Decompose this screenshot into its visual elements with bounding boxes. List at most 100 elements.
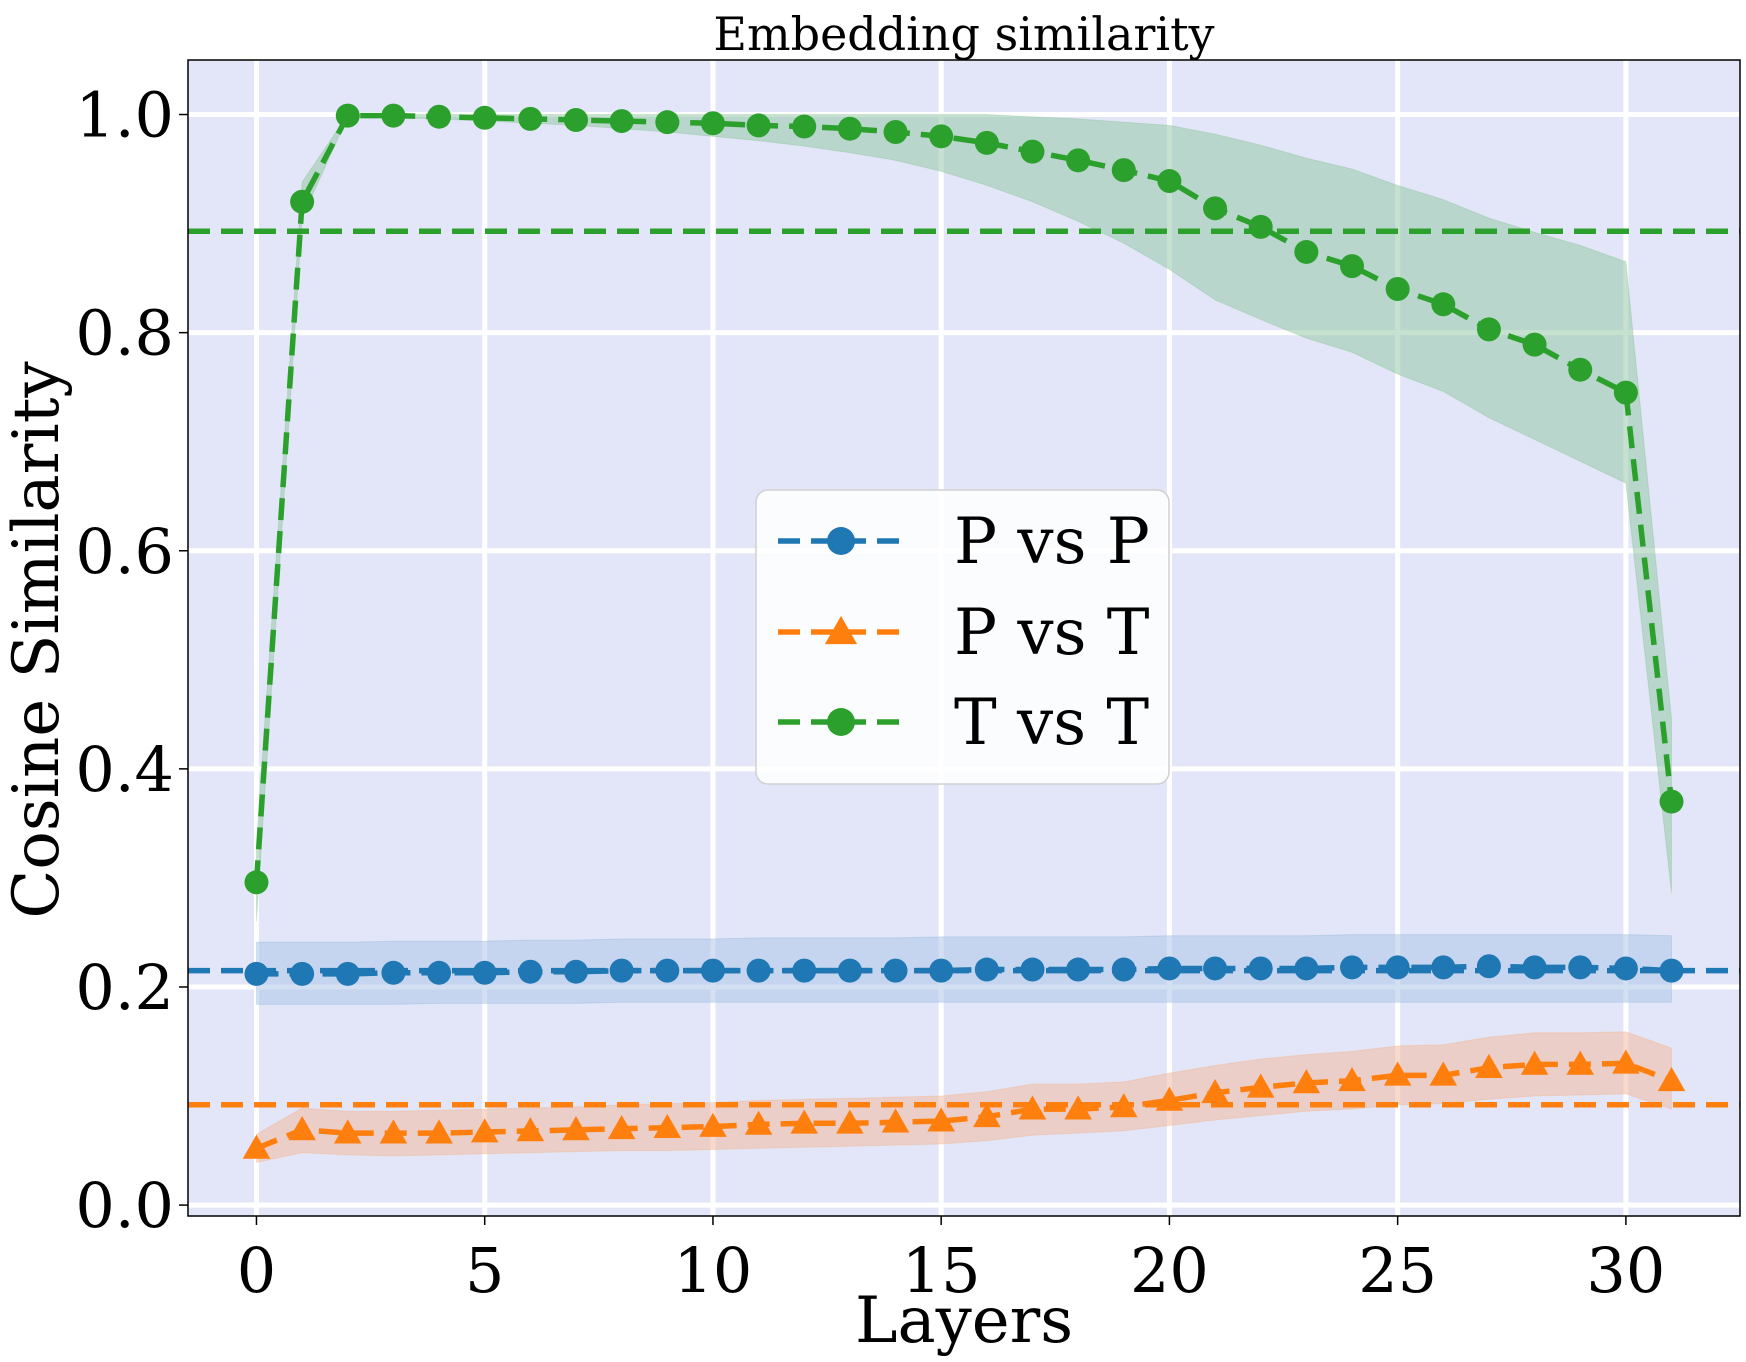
p-vs-p-point bbox=[564, 959, 588, 984]
p-vs-p-point bbox=[974, 957, 999, 982]
y-tick-label: 0.0 bbox=[75, 1169, 174, 1242]
t-vs-t-point bbox=[1157, 169, 1182, 194]
p-vs-p-point bbox=[1385, 955, 1410, 980]
p-vs-p-point bbox=[518, 959, 543, 984]
x-tick-label: 15 bbox=[902, 1234, 981, 1307]
t-vs-t-series bbox=[244, 103, 1684, 895]
t-vs-t-point bbox=[1568, 357, 1593, 382]
t-vs-t-band bbox=[255, 114, 1673, 922]
t-vs-t-point bbox=[1476, 317, 1501, 342]
t-vs-t-point bbox=[290, 189, 315, 214]
legend-box bbox=[755, 489, 1170, 785]
x-axis-label: Layers bbox=[855, 1284, 1073, 1358]
p-vs-t-point bbox=[653, 1113, 682, 1139]
p-vs-p-point bbox=[1066, 957, 1091, 982]
p-vs-p-point bbox=[609, 958, 634, 983]
p-vs-t-point bbox=[699, 1112, 727, 1137]
plot-frame bbox=[187, 59, 1741, 1217]
p-vs-p-point bbox=[1659, 958, 1684, 983]
y-tick-label: 0.8 bbox=[75, 297, 174, 370]
p-vs-p-point bbox=[1294, 956, 1319, 981]
p-vs-p-point bbox=[929, 958, 954, 983]
p-vs-p-point bbox=[883, 958, 908, 983]
t-vs-t-point bbox=[1613, 380, 1638, 405]
chart-title: Embedding similarity bbox=[713, 7, 1214, 61]
p-vs-t-point bbox=[607, 1114, 636, 1140]
x-tick-label: 20 bbox=[1130, 1234, 1209, 1307]
t-vs-t-point bbox=[655, 110, 680, 135]
x-tick-label: 10 bbox=[673, 1234, 752, 1307]
t-vs-t-point bbox=[1522, 332, 1547, 357]
x-tick-label: 0 bbox=[237, 1234, 276, 1307]
t-vs-t-point bbox=[1066, 148, 1091, 173]
x-tick-label: 5 bbox=[465, 1234, 504, 1307]
p-vs-p-point bbox=[1020, 957, 1045, 982]
p-vs-t-point bbox=[790, 1109, 819, 1134]
y-tick-label: 0.6 bbox=[75, 515, 174, 588]
p-vs-t-point bbox=[1155, 1086, 1184, 1111]
t-vs-t-point bbox=[1111, 158, 1136, 183]
p-vs-t-point bbox=[288, 1116, 316, 1141]
p-vs-t-point bbox=[516, 1117, 545, 1142]
t-vs-t-point bbox=[518, 106, 543, 131]
p-vs-t-point bbox=[1383, 1061, 1412, 1086]
p-vs-t-point bbox=[1292, 1069, 1321, 1094]
legend-label-p-vs-t: P vs T bbox=[954, 596, 1150, 670]
y-tick-label: 0.4 bbox=[75, 733, 174, 806]
t-vs-t-point bbox=[381, 103, 406, 128]
p-vs-p-point bbox=[1203, 956, 1228, 981]
p-vs-t-point bbox=[379, 1119, 408, 1144]
p-vs-p-point bbox=[427, 960, 452, 985]
p-vs-t-point bbox=[425, 1119, 453, 1144]
p-vs-p-point bbox=[746, 958, 771, 983]
t-vs-t-point bbox=[974, 130, 999, 155]
p-vs-t-point bbox=[1018, 1095, 1047, 1120]
p-vs-p-point bbox=[1476, 954, 1501, 979]
p-vs-p-point bbox=[244, 961, 269, 986]
p-vs-t-point bbox=[242, 1134, 271, 1159]
p-vs-t-point bbox=[1064, 1095, 1092, 1120]
p-vs-p-point bbox=[837, 958, 862, 983]
t-vs-t-point bbox=[472, 105, 497, 130]
p-vs-t-point bbox=[1566, 1050, 1595, 1075]
t-vs-t-point bbox=[792, 114, 817, 139]
p-vs-t-band bbox=[255, 1031, 1673, 1164]
legend-label-p-vs-p: P vs P bbox=[954, 505, 1150, 579]
t-vs-t-point bbox=[564, 107, 588, 132]
p-vs-p-point bbox=[1431, 955, 1456, 980]
t-vs-t-point bbox=[700, 111, 725, 136]
p-vs-p-point bbox=[335, 961, 360, 986]
p-vs-t-point bbox=[881, 1108, 910, 1133]
t-vs-t-point bbox=[244, 870, 269, 895]
p-vs-p-point bbox=[1522, 955, 1547, 980]
t-vs-t-point bbox=[883, 119, 908, 144]
p-vs-p-point bbox=[472, 960, 497, 985]
p-vs-t-point bbox=[562, 1116, 590, 1141]
p-vs-t-point bbox=[333, 1119, 362, 1144]
t-vs-t-point bbox=[1659, 789, 1684, 814]
t-vs-t-point bbox=[837, 116, 862, 141]
x-axis-ticks: 0 5 10 15 20 25 30 bbox=[237, 1216, 1665, 1307]
t-vs-t-point bbox=[1340, 254, 1364, 279]
p-vs-p-point bbox=[1613, 956, 1638, 981]
p-vs-t-point bbox=[470, 1118, 499, 1143]
p-vs-t-point bbox=[1657, 1066, 1686, 1092]
t-vs-t-point bbox=[1431, 292, 1456, 317]
p-vs-t-point bbox=[1338, 1066, 1366, 1092]
series-lines bbox=[242, 103, 1686, 1159]
t-vs-t-point bbox=[1248, 214, 1273, 239]
t-vs-t-point bbox=[427, 104, 452, 129]
y-tick-label: 1.0 bbox=[75, 79, 174, 152]
t-vs-t-point bbox=[1203, 196, 1228, 221]
legend-label-t-vs-t: T vs T bbox=[954, 686, 1149, 760]
p-vs-p-point bbox=[700, 958, 725, 983]
p-vs-p-point bbox=[1157, 956, 1182, 981]
p-vs-p-point bbox=[1568, 955, 1593, 980]
t-vs-t-point bbox=[1020, 139, 1045, 164]
p-vs-p-point bbox=[1340, 955, 1364, 980]
legend-marker-p-vs-t bbox=[824, 615, 858, 645]
y-axis-label: Cosine Similarity bbox=[0, 361, 74, 918]
p-vs-t-point bbox=[927, 1107, 955, 1132]
p-vs-p-point bbox=[1111, 957, 1136, 982]
